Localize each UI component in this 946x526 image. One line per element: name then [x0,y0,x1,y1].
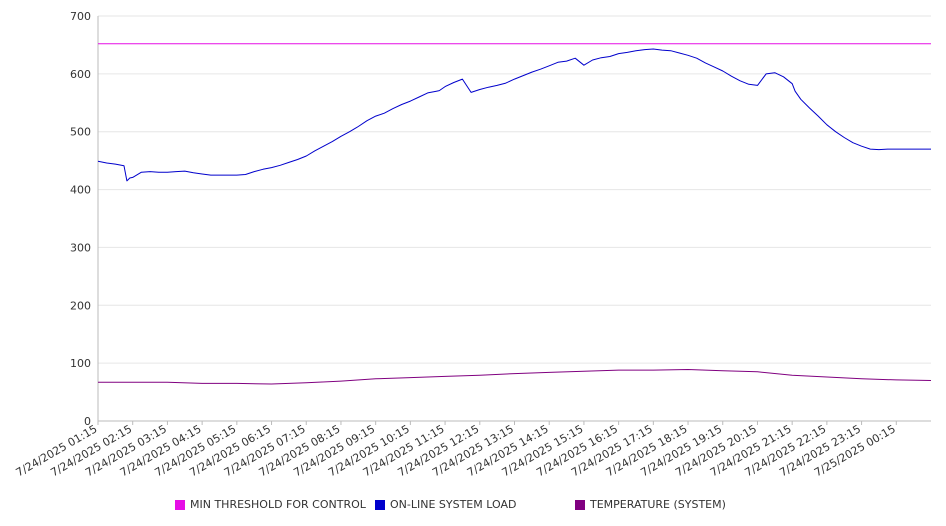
y-tick-label: 700 [70,10,91,23]
y-tick-label: 300 [70,241,91,254]
legend-swatch-threshold [175,499,185,510]
legend-label-temperature: TEMPERATURE (SYSTEM) [590,498,726,511]
legend-label-threshold: MIN THRESHOLD FOR CONTROL [190,498,366,511]
y-axis: 0 100 200 300 400 500 600 700 [70,10,99,428]
series-lines [97,43,932,385]
legend-swatch-temperature [575,499,585,510]
legend-item-load: ON-LINE SYSTEM LOAD [375,498,516,511]
legend-item-threshold: MIN THRESHOLD FOR CONTROL [175,498,366,511]
grid-lines [98,15,931,364]
y-tick-label: 100 [70,357,91,370]
legend-swatch-load [375,499,385,510]
legend-item-temperature: TEMPERATURE (SYSTEM) [575,498,726,511]
y-tick-label: 400 [70,184,91,197]
y-tick-label: 500 [70,126,91,139]
legend-label-load: ON-LINE SYSTEM LOAD [390,498,517,511]
line-chart: 0 100 200 300 400 500 600 700 7/24/2025 01:157/… [14,10,932,479]
y-tick-label: 200 [70,299,91,312]
legend: MIN THRESHOLD FOR CONTROL ON-LINE SYSTEM… [0,498,946,514]
series-line-on-line-system-load [97,48,931,182]
y-tick-label: 0 [84,415,91,428]
y-tick-label: 600 [70,68,91,81]
series-line-temperature-system [98,369,932,385]
x-axis: 7/24/2025 01:157/24/2025 02:157/24/2025 … [14,420,931,479]
